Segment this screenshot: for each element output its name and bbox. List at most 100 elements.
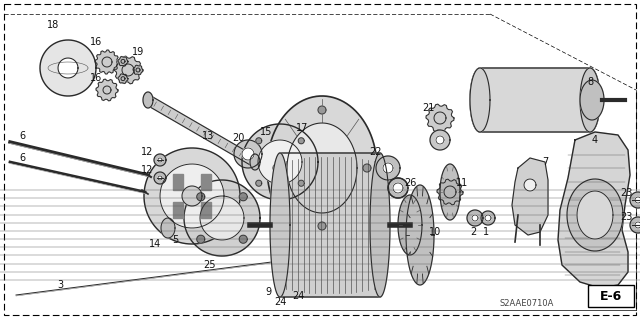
Polygon shape: [234, 140, 262, 168]
Polygon shape: [121, 59, 125, 63]
Polygon shape: [580, 68, 600, 132]
Polygon shape: [470, 68, 490, 132]
Polygon shape: [250, 154, 260, 170]
Text: E-6: E-6: [600, 290, 622, 302]
Polygon shape: [173, 174, 183, 190]
Text: 23: 23: [620, 188, 632, 198]
Text: 11: 11: [456, 178, 468, 188]
Polygon shape: [434, 112, 446, 124]
Polygon shape: [635, 197, 640, 203]
Polygon shape: [512, 158, 548, 235]
Polygon shape: [40, 40, 96, 96]
Text: 5: 5: [172, 235, 178, 245]
Text: 13: 13: [202, 131, 214, 141]
Polygon shape: [383, 163, 393, 173]
Polygon shape: [121, 77, 125, 81]
Text: 18: 18: [47, 20, 59, 30]
Polygon shape: [201, 174, 211, 190]
Polygon shape: [196, 235, 205, 243]
Polygon shape: [467, 210, 483, 226]
Text: 6: 6: [19, 131, 25, 141]
Text: 15: 15: [260, 127, 272, 137]
Bar: [588, 285, 634, 307]
Polygon shape: [298, 138, 304, 144]
Polygon shape: [143, 92, 153, 108]
Polygon shape: [133, 65, 143, 75]
Polygon shape: [444, 186, 456, 198]
Text: 26: 26: [404, 178, 416, 188]
Text: 10: 10: [429, 227, 441, 237]
Polygon shape: [406, 185, 434, 285]
Polygon shape: [481, 211, 495, 225]
Polygon shape: [440, 164, 460, 220]
Polygon shape: [567, 179, 623, 251]
Text: 25: 25: [204, 260, 216, 270]
Text: 21: 21: [422, 103, 434, 113]
Polygon shape: [95, 50, 119, 74]
Polygon shape: [173, 202, 183, 218]
Polygon shape: [242, 148, 254, 160]
Polygon shape: [258, 140, 302, 184]
Text: S2AAE0710A: S2AAE0710A: [500, 299, 554, 308]
Polygon shape: [200, 196, 244, 240]
Polygon shape: [318, 222, 326, 230]
Polygon shape: [298, 180, 304, 186]
Polygon shape: [122, 64, 134, 76]
Polygon shape: [635, 222, 640, 228]
Polygon shape: [256, 138, 262, 144]
Polygon shape: [239, 193, 247, 201]
Polygon shape: [103, 86, 111, 94]
Polygon shape: [158, 158, 162, 162]
Polygon shape: [154, 154, 166, 166]
Polygon shape: [393, 183, 403, 193]
Polygon shape: [287, 123, 357, 213]
Text: 22: 22: [370, 147, 382, 157]
Text: 9: 9: [265, 287, 271, 297]
Polygon shape: [239, 235, 247, 243]
Polygon shape: [160, 164, 224, 228]
Polygon shape: [272, 153, 388, 297]
Polygon shape: [201, 202, 211, 218]
Text: 24: 24: [292, 291, 304, 301]
Polygon shape: [363, 164, 371, 172]
Polygon shape: [196, 193, 205, 201]
Polygon shape: [436, 136, 444, 144]
Text: 2: 2: [470, 227, 476, 237]
Polygon shape: [630, 192, 640, 208]
Text: 14: 14: [149, 239, 161, 249]
Polygon shape: [580, 80, 604, 120]
Polygon shape: [102, 57, 112, 67]
Polygon shape: [118, 74, 128, 84]
Polygon shape: [558, 132, 630, 288]
Polygon shape: [376, 156, 400, 180]
Polygon shape: [318, 106, 326, 114]
Text: 8: 8: [587, 77, 593, 87]
Text: 3: 3: [57, 280, 63, 290]
Polygon shape: [256, 180, 262, 186]
Text: 1: 1: [483, 227, 489, 237]
Polygon shape: [58, 58, 78, 78]
Polygon shape: [430, 130, 450, 150]
Polygon shape: [470, 68, 600, 132]
Polygon shape: [273, 164, 281, 172]
Polygon shape: [370, 153, 390, 297]
Text: 20: 20: [232, 133, 244, 143]
Polygon shape: [630, 217, 640, 233]
Polygon shape: [388, 178, 408, 198]
Text: 12: 12: [141, 147, 153, 157]
Polygon shape: [426, 104, 454, 132]
Text: 4: 4: [592, 135, 598, 145]
Text: 19: 19: [132, 47, 144, 57]
Polygon shape: [96, 79, 118, 101]
Text: 16: 16: [90, 73, 102, 83]
Polygon shape: [144, 148, 240, 244]
Polygon shape: [158, 176, 162, 180]
Text: 23: 23: [620, 212, 632, 222]
Polygon shape: [577, 191, 613, 239]
Polygon shape: [136, 68, 140, 72]
Polygon shape: [118, 56, 128, 66]
Polygon shape: [472, 215, 478, 221]
Text: 16: 16: [90, 37, 102, 47]
Text: 24: 24: [274, 297, 286, 307]
Polygon shape: [270, 153, 290, 297]
